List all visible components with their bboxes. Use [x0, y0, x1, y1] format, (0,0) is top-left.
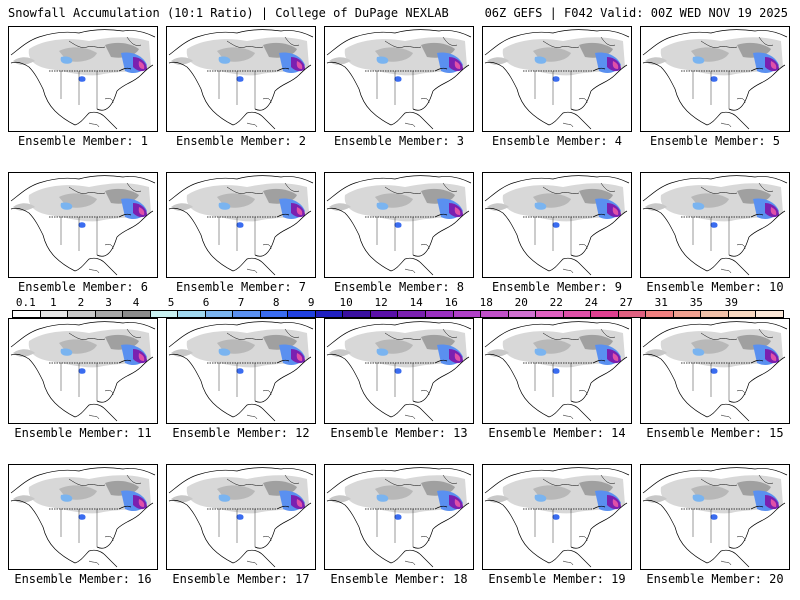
member-map-18	[324, 464, 474, 570]
colorbar-segment	[315, 311, 344, 317]
colorbar-segment	[563, 311, 592, 317]
colorbar-segment	[728, 311, 757, 317]
member-label-16: Ensemble Member: 16	[14, 572, 152, 586]
colorbar	[12, 310, 784, 318]
colorbar-segment	[398, 311, 426, 317]
colorbar-tick-label: 7	[237, 296, 245, 309]
member-map-2	[166, 26, 316, 132]
colorbar-tick-label: 31	[654, 296, 668, 309]
member-map-1	[8, 26, 158, 132]
colorbar-segment	[13, 311, 41, 317]
colorbar-tick-label: 39	[724, 296, 738, 309]
member-map-7	[166, 172, 316, 278]
colorbar-segment	[453, 311, 482, 317]
colorbar-tick-label: 1	[50, 296, 57, 309]
map-title: Snowfall Accumulation (10:1 Ratio) | Col…	[8, 6, 449, 20]
member-map-11	[8, 318, 158, 424]
member-label-7: Ensemble Member: 7	[175, 280, 307, 294]
colorbar-segment	[95, 311, 124, 317]
colorbar-segment	[591, 311, 619, 317]
member-label-2: Ensemble Member: 2	[175, 134, 307, 148]
colorbar-segment	[370, 311, 399, 317]
colorbar-tick-label: 5	[167, 296, 175, 309]
member-map-20	[640, 464, 790, 570]
member-label-17: Ensemble Member: 17	[172, 572, 310, 586]
member-map-3	[324, 26, 474, 132]
member-label-18: Ensemble Member: 18	[330, 572, 468, 586]
member-map-15	[640, 318, 790, 424]
member-label-10: Ensemble Member: 10	[646, 280, 784, 294]
member-label-12: Ensemble Member: 12	[172, 426, 310, 440]
colorbar-labels: 0.1 1 2 3 4 5 6 7 8 9 10 12 14 16 18 20 22 24 27 31 35 39	[12, 296, 784, 309]
colorbar-segment	[68, 311, 96, 317]
colorbar-tick-label: 12	[374, 296, 388, 309]
colorbar-tick-label: 22	[549, 296, 563, 309]
colorbar-tick-label: 4	[132, 296, 140, 309]
member-label-6: Ensemble Member: 6	[17, 280, 149, 294]
member-label-1: Ensemble Member: 1	[17, 134, 149, 148]
member-map-6	[8, 172, 158, 278]
colorbar-tick-label: 3	[105, 296, 112, 309]
member-map-17	[166, 464, 316, 570]
member-label-14: Ensemble Member: 14	[488, 426, 626, 440]
colorbar-tick-label: 24	[584, 296, 598, 309]
member-map-10	[640, 172, 790, 278]
member-map-16	[8, 464, 158, 570]
member-label-9: Ensemble Member: 9	[491, 280, 623, 294]
colorbar-segment	[233, 311, 261, 317]
member-label-5: Ensemble Member: 5	[649, 134, 781, 148]
colorbar-tick-label: 9	[307, 296, 315, 309]
colorbar-tick-label: 10	[339, 296, 353, 309]
colorbar-segment	[288, 311, 316, 317]
colorbar-segment	[508, 311, 537, 317]
member-map-9	[482, 172, 632, 278]
colorbar-tick-label: 35	[689, 296, 703, 309]
member-map-13	[324, 318, 474, 424]
colorbar-tick-label: 0.1	[15, 296, 36, 309]
colorbar-segment	[701, 311, 729, 317]
colorbar-segment	[205, 311, 234, 317]
member-label-13: Ensemble Member: 13	[330, 426, 468, 440]
colorbar-tick-label: 14	[409, 296, 423, 309]
colorbar-tick-label: 20	[514, 296, 528, 309]
colorbar-segment	[646, 311, 674, 317]
member-label-15: Ensemble Member: 15	[646, 426, 784, 440]
colorbar-segment	[343, 311, 371, 317]
member-map-5	[640, 26, 790, 132]
colorbar-segment	[40, 311, 69, 317]
colorbar-tick-label: 6	[202, 296, 210, 309]
member-label-3: Ensemble Member: 3	[333, 134, 465, 148]
colorbar-segment	[536, 311, 564, 317]
colorbar-tick-label: 18	[479, 296, 493, 309]
member-map-19	[482, 464, 632, 570]
colorbar-segment	[481, 311, 509, 317]
colorbar-segment	[150, 311, 179, 317]
colorbar-segment	[673, 311, 702, 317]
member-map-4	[482, 26, 632, 132]
member-map-8	[324, 172, 474, 278]
colorbar-tick-label: 27	[619, 296, 633, 309]
colorbar-tick-label: 2	[77, 296, 85, 309]
member-map-14	[482, 318, 632, 424]
colorbar-segment	[756, 311, 783, 317]
member-label-4: Ensemble Member: 4	[491, 134, 623, 148]
colorbar-tick-label: 16	[444, 296, 458, 309]
colorbar-segment	[618, 311, 647, 317]
colorbar-tick-label: 8	[272, 296, 280, 309]
member-label-8: Ensemble Member: 8	[333, 280, 465, 294]
run-valid-time: 06Z GEFS | F042 Valid: 00Z WED NOV 19 20…	[484, 6, 788, 20]
member-label-11: Ensemble Member: 11	[14, 426, 152, 440]
colorbar-segment	[260, 311, 289, 317]
member-label-20: Ensemble Member: 20	[646, 572, 784, 586]
member-map-12	[166, 318, 316, 424]
colorbar-segment	[178, 311, 206, 317]
colorbar-segment	[123, 311, 151, 317]
member-label-19: Ensemble Member: 19	[488, 572, 626, 586]
colorbar-segment	[425, 311, 454, 317]
